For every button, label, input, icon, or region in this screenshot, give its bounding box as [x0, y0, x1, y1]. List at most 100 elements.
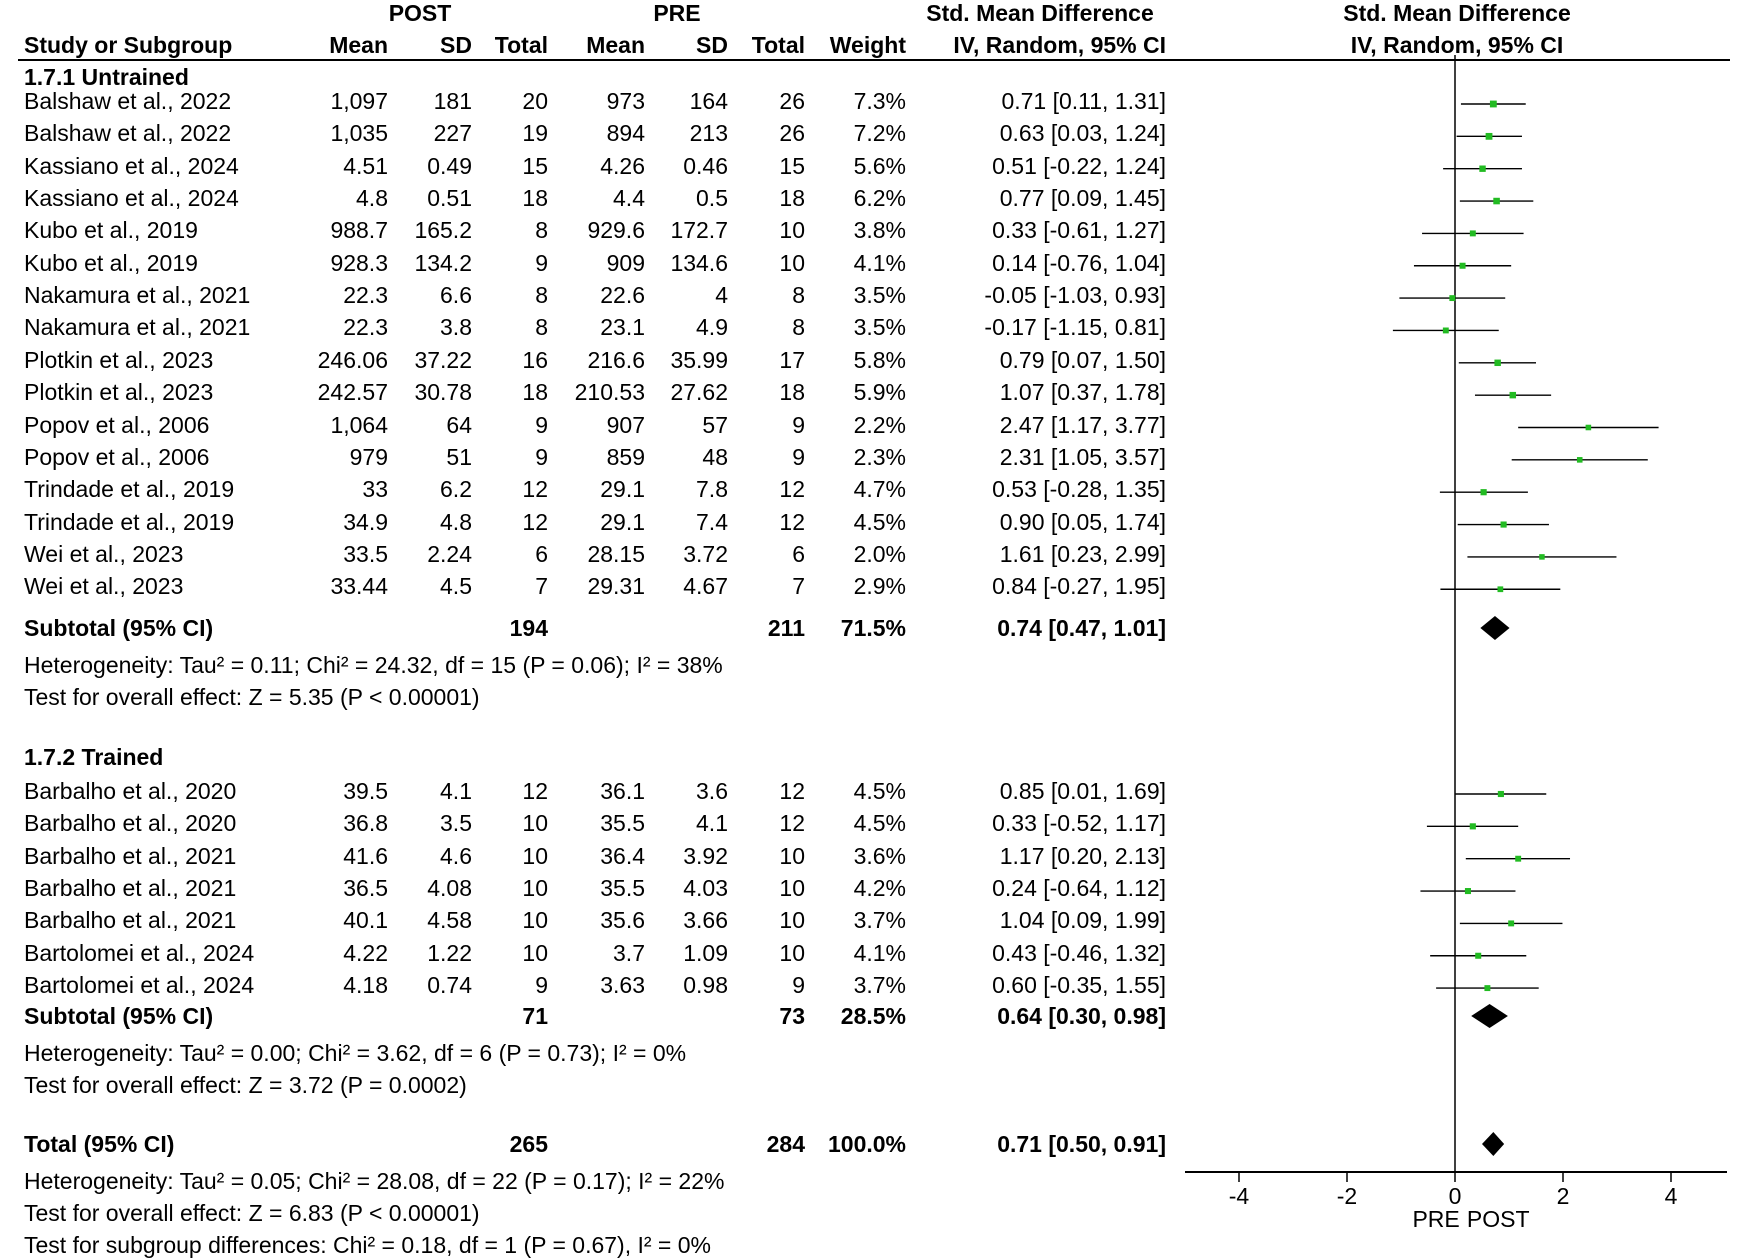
point-estimate — [1469, 823, 1476, 830]
subtotal-label: Subtotal (95% CI) — [24, 1003, 214, 1029]
study-name: Wei et al., 2023 — [24, 573, 184, 600]
pre-total: 9 — [792, 972, 805, 999]
effect-ci: 0.77 [0.09, 1.45] — [999, 185, 1166, 212]
pre-total: 7 — [792, 573, 805, 600]
post-sd: 4.6 — [440, 842, 472, 869]
pre-total: 10 — [779, 875, 805, 902]
study-name: Barbalho et al., 2021 — [24, 842, 237, 869]
pre-mean: 35.5 — [600, 875, 645, 902]
weight: 2.0% — [853, 540, 906, 567]
pre-mean: 4.4 — [613, 185, 645, 212]
post-total: 10 — [522, 939, 548, 966]
pre-total: 10 — [779, 939, 805, 966]
weight: 2.3% — [853, 443, 906, 470]
post-total: 8 — [535, 314, 548, 341]
effect-ci: 0.60 [-0.35, 1.55] — [992, 972, 1166, 999]
header-method-right: IV, Random, 95% CI — [1350, 32, 1564, 58]
weight: 4.5% — [853, 778, 906, 804]
header-weight: Weight — [829, 32, 906, 58]
post-sd: 4.8 — [440, 508, 472, 535]
post-mean: 36.8 — [343, 810, 388, 837]
weight: 3.7% — [853, 907, 906, 934]
pre-sd: 4 — [715, 282, 728, 309]
header-post-total: Total — [494, 32, 548, 58]
post-sd: 134.2 — [414, 249, 472, 276]
weight: 3.7% — [853, 972, 906, 999]
effect-ci: 1.04 [0.09, 1.99] — [999, 907, 1166, 934]
pre-sd: 48 — [702, 443, 728, 470]
pre-sd: 4.9 — [696, 314, 728, 341]
study-name: Barbalho et al., 2021 — [24, 907, 237, 934]
subgroup-title: 1.7.2 Trained — [24, 744, 164, 770]
post-sd: 0.74 — [427, 972, 472, 999]
heterogeneity-text: Heterogeneity: Tau² = 0.05; Chi² = 28.08… — [24, 1168, 725, 1194]
effect-ci: 0.71 [0.11, 1.31] — [1001, 88, 1166, 114]
study-name: Nakamura et al., 2021 — [24, 314, 251, 341]
heterogeneity-text: Heterogeneity: Tau² = 0.00; Chi² = 3.62,… — [24, 1040, 687, 1066]
post-mean: 988.7 — [330, 217, 388, 244]
pre-sd: 213 — [689, 120, 728, 147]
post-total: 9 — [535, 443, 548, 470]
post-mean: 22.3 — [343, 314, 388, 341]
pre-mean: 216.6 — [587, 346, 645, 373]
pre-mean: 29.31 — [587, 573, 645, 600]
pre-sd: 134.6 — [670, 249, 728, 276]
study-name: Plotkin et al., 2023 — [24, 346, 214, 373]
point-estimate — [1508, 920, 1515, 927]
study-name: Kubo et al., 2019 — [24, 249, 198, 276]
pre-total: 26 — [779, 88, 805, 114]
post-total: 8 — [535, 217, 548, 244]
pre-mean: 973 — [606, 88, 645, 114]
post-mean: 928.3 — [330, 249, 388, 276]
study-name: Nakamura et al., 2021 — [24, 282, 251, 309]
post-sd: 51 — [446, 443, 472, 470]
post-sd: 0.49 — [427, 152, 472, 179]
pre-sd: 57 — [702, 411, 728, 438]
effect-ci: 0.63 [0.03, 1.24] — [999, 120, 1166, 147]
total-label: Total (95% CI) — [24, 1131, 175, 1157]
total-weight: 100.0% — [827, 1131, 906, 1157]
effect-ci: -0.05 [-1.03, 0.93] — [984, 282, 1166, 309]
post-mean: 34.9 — [343, 508, 388, 535]
effect-ci: 0.14 [-0.76, 1.04] — [992, 249, 1166, 276]
pre-sd: 3.66 — [683, 907, 728, 934]
effect-ci: 0.90 [0.05, 1.74] — [999, 508, 1166, 535]
pre-total: 18 — [779, 379, 805, 406]
pre-sd: 7.8 — [696, 476, 728, 503]
point-estimate — [1464, 888, 1471, 895]
pre-mean: 210.53 — [574, 379, 645, 406]
weight: 7.2% — [853, 120, 906, 147]
heterogeneity-text: Heterogeneity: Tau² = 0.11; Chi² = 24.32… — [24, 652, 723, 678]
point-estimate — [1509, 391, 1517, 399]
overall-effect-text: Test for overall effect: Z = 6.83 (P < 0… — [24, 1200, 480, 1226]
post-sd: 64 — [446, 411, 472, 438]
point-estimate — [1449, 295, 1456, 302]
post-sd: 4.58 — [427, 907, 472, 934]
post-total: 12 — [522, 508, 548, 535]
effect-ci: 0.33 [-0.52, 1.17] — [992, 810, 1166, 837]
post-sd: 4.1 — [440, 778, 472, 804]
post-mean: 4.22 — [343, 939, 388, 966]
pre-sd: 35.99 — [670, 346, 728, 373]
post-mean: 1,064 — [330, 411, 388, 438]
effect-ci: 0.84 [-0.27, 1.95] — [992, 573, 1166, 600]
subgroup-differences-text: Test for subgroup differences: Chi² = 0.… — [24, 1232, 711, 1258]
point-estimate — [1459, 262, 1466, 269]
overall-effect-text: Test for overall effect: Z = 3.72 (P = 0… — [24, 1072, 467, 1098]
pre-mean: 894 — [606, 120, 645, 147]
summary-diamond — [1471, 1004, 1508, 1028]
post-sd: 30.78 — [414, 379, 472, 406]
pre-sd: 1.09 — [683, 939, 728, 966]
post-sd: 3.5 — [440, 810, 472, 837]
pre-mean: 929.6 — [587, 217, 645, 244]
study-name: Plotkin et al., 2023 — [24, 379, 214, 406]
point-estimate — [1585, 424, 1592, 431]
weight: 4.5% — [853, 810, 906, 837]
header-smd-right: Std. Mean Difference — [1343, 0, 1571, 26]
pre-total: 18 — [779, 185, 805, 212]
post-total: 7 — [535, 573, 548, 600]
study-name: Kassiano et al., 2024 — [24, 185, 239, 212]
pre-total: 10 — [779, 217, 805, 244]
pre-mean: 28.15 — [587, 540, 645, 567]
